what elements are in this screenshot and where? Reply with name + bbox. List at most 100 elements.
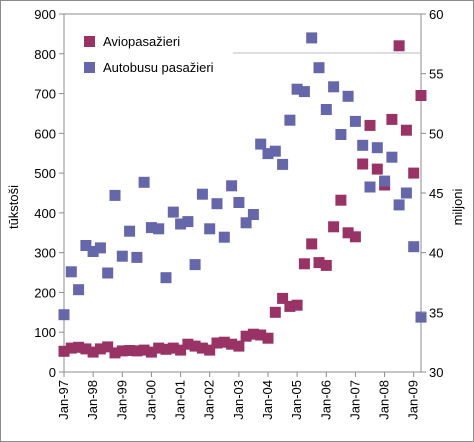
- data-point-aviopasazieri: [211, 337, 223, 349]
- data-point-autobusu-pasazieri: [364, 181, 376, 193]
- data-point-autobusu-pasazieri: [255, 138, 267, 150]
- data-point-autobusu-pasazieri: [262, 148, 274, 160]
- legend: Aviopasažieri Autobusu pasažieri: [84, 34, 214, 75]
- data-point-aviopasazieri: [408, 167, 420, 179]
- data-point-aviopasazieri: [80, 343, 92, 355]
- y-right-tick-label: 55: [429, 67, 443, 82]
- data-point-aviopasazieri: [342, 227, 354, 239]
- data-point-aviopasazieri: [131, 345, 143, 357]
- x-tick-label: Jan-99: [114, 380, 129, 420]
- data-point-aviopasazieri: [145, 346, 157, 358]
- data-point-aviopasazieri: [196, 342, 208, 354]
- data-point-aviopasazieri: [73, 341, 85, 353]
- data-point-aviopasazieri: [182, 338, 194, 350]
- data-point-aviopasazieri: [204, 344, 216, 356]
- data-point-autobusu-pasazieri: [277, 158, 289, 170]
- data-point-autobusu-pasazieri: [240, 217, 252, 229]
- data-point-autobusu-pasazieri: [167, 206, 179, 218]
- y-right-tick-label: 60: [429, 7, 443, 22]
- data-point-aviopasazieri: [269, 306, 281, 318]
- data-point-autobusu-pasazieri: [204, 223, 216, 235]
- y-left-tick-label: 600: [34, 126, 56, 141]
- data-point-autobusu-pasazieri: [182, 216, 194, 228]
- data-point-autobusu-pasazieri: [175, 218, 187, 230]
- data-point-autobusu-pasazieri: [131, 251, 143, 263]
- data-point-autobusu-pasazieri: [116, 250, 128, 262]
- data-point-autobusu-pasazieri: [371, 142, 383, 154]
- data-point-autobusu-pasazieri: [94, 242, 106, 254]
- data-point-aviopasazieri: [386, 113, 398, 125]
- y-right-tick-label: 40: [429, 246, 443, 261]
- data-point-autobusu-pasazieri: [400, 187, 412, 199]
- y-axis-left-title: tūkstoši: [6, 185, 21, 229]
- data-point-aviopasazieri: [138, 344, 150, 356]
- data-point-autobusu-pasazieri: [196, 188, 208, 200]
- data-point-autobusu-pasazieri: [80, 240, 92, 251]
- data-point-aviopasazieri: [87, 346, 99, 358]
- data-point-aviopasazieri: [284, 300, 296, 312]
- x-tick-label: Jan-06: [318, 380, 333, 420]
- x-tick-label: Jan-08: [377, 380, 392, 420]
- data-point-autobusu-pasazieri: [102, 267, 114, 279]
- data-point-aviopasazieri: [233, 340, 245, 352]
- y-left-tick-label: 300: [34, 246, 56, 261]
- y-right-tick-label: 35: [429, 305, 443, 320]
- data-point-aviopasazieri: [109, 347, 121, 359]
- legend-marker-autobusu-pasazieri: [84, 62, 95, 73]
- y-left-tick-label: 100: [34, 325, 56, 340]
- x-tick-label: Jan-00: [143, 380, 158, 420]
- y-axis-right-title: miljoni: [450, 188, 465, 225]
- y-left-tick-label: 900: [34, 7, 56, 22]
- y-left-tick-label: 200: [34, 285, 56, 300]
- data-point-autobusu-pasazieri: [408, 241, 420, 253]
- data-point-aviopasazieri: [291, 299, 303, 311]
- data-point-autobusu-pasazieri: [379, 175, 391, 187]
- x-tick-label: Jan-07: [347, 380, 362, 420]
- data-point-autobusu-pasazieri: [124, 225, 136, 237]
- data-point-aviopasazieri: [255, 329, 267, 341]
- y-left-tick-label: 700: [34, 87, 56, 102]
- data-point-autobusu-pasazieri: [342, 90, 354, 102]
- legend-label-autobusu-pasazieri: Autobusu pasažieri: [103, 60, 214, 75]
- data-point-aviopasazieri: [247, 328, 259, 340]
- data-point-autobusu-pasazieri: [65, 266, 77, 278]
- data-point-autobusu-pasazieri: [357, 139, 369, 151]
- data-point-aviopasazieri: [153, 342, 165, 354]
- y-left-tick-label: 0: [49, 365, 56, 380]
- data-point-autobusu-pasazieri: [291, 83, 303, 95]
- data-point-autobusu-pasazieri: [320, 104, 332, 115]
- data-point-aviopasazieri: [364, 119, 376, 131]
- data-point-aviopasazieri: [94, 343, 106, 355]
- y-right-tick-label: 45: [429, 186, 443, 201]
- x-tick-label: Jan-05: [289, 380, 304, 420]
- y-left-tick-label: 400: [34, 206, 56, 221]
- axes: 0 100 200 300 400 500 600 700 800 900 30 35 40 45 50 55…: [34, 7, 443, 420]
- data-point-aviopasazieri: [298, 258, 310, 270]
- data-point-autobusu-pasazieri: [58, 309, 70, 321]
- data-point-aviopasazieri: [160, 343, 172, 355]
- x-tick-label: Jan-09: [406, 380, 421, 420]
- data-point-aviopasazieri: [393, 40, 405, 52]
- data-point-autobusu-pasazieri: [160, 272, 172, 284]
- data-point-aviopasazieri: [277, 292, 289, 304]
- x-tick-label: Jan-02: [202, 380, 217, 420]
- legend-label-aviopasazieri: Aviopasažieri: [103, 34, 180, 49]
- data-point-aviopasazieri: [124, 345, 136, 356]
- data-point-aviopasazieri: [218, 336, 230, 348]
- data-point-aviopasazieri: [240, 330, 252, 342]
- data-point-autobusu-pasazieri: [153, 223, 165, 235]
- data-point-autobusu-pasazieri: [386, 151, 398, 163]
- data-point-autobusu-pasazieri: [415, 311, 427, 323]
- data-point-aviopasazieri: [357, 158, 369, 170]
- y-right-tick-label: 30: [429, 365, 443, 380]
- data-point-aviopasazieri: [226, 338, 238, 350]
- data-point-aviopasazieri: [167, 342, 179, 354]
- data-point-aviopasazieri: [65, 342, 77, 354]
- data-point-autobusu-pasazieri: [189, 259, 201, 271]
- data-point-aviopasazieri: [189, 340, 201, 352]
- x-tick-label: Jan-98: [85, 380, 100, 420]
- x-tick-label: Jan-01: [173, 380, 188, 420]
- x-tick-label: Jan-97: [56, 380, 71, 420]
